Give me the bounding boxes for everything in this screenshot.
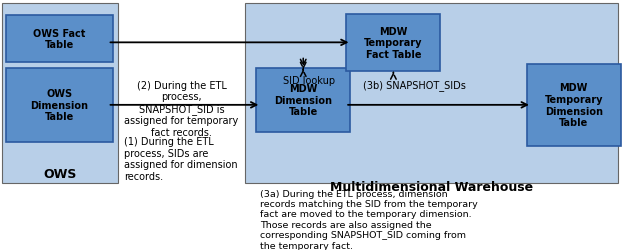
Text: (2) During the ETL
process,
SNAPSHOT_SID is
assigned for temporary
fact records.: (2) During the ETL process, SNAPSHOT_SID… bbox=[124, 80, 239, 138]
FancyBboxPatch shape bbox=[256, 69, 350, 132]
FancyBboxPatch shape bbox=[346, 14, 440, 72]
Text: OWS: OWS bbox=[43, 168, 77, 181]
Text: MDW
Temporary
Dimension
Table: MDW Temporary Dimension Table bbox=[544, 83, 603, 128]
Text: (3b) SNAPSHOT_SIDs: (3b) SNAPSHOT_SIDs bbox=[363, 79, 465, 90]
Text: MDW
Dimension
Table: MDW Dimension Table bbox=[274, 84, 332, 117]
Text: MDW
Temporary
Fact Table: MDW Temporary Fact Table bbox=[364, 27, 423, 60]
Text: (3a) During the ETL process, dimension
records matching the SID from the tempora: (3a) During the ETL process, dimension r… bbox=[260, 189, 478, 250]
FancyBboxPatch shape bbox=[245, 4, 618, 184]
FancyBboxPatch shape bbox=[6, 69, 113, 142]
Text: Multidimensional Warehouse: Multidimensional Warehouse bbox=[330, 180, 533, 193]
Text: OWS Fact
Table: OWS Fact Table bbox=[33, 28, 86, 50]
FancyBboxPatch shape bbox=[527, 65, 621, 146]
Text: OWS
Dimension
Table: OWS Dimension Table bbox=[30, 89, 88, 122]
Text: (1) During the ETL
process, SIDs are
assigned for dimension
records.: (1) During the ETL process, SIDs are ass… bbox=[124, 136, 238, 181]
FancyBboxPatch shape bbox=[6, 16, 113, 63]
Text: SID lookup: SID lookup bbox=[283, 75, 335, 85]
FancyBboxPatch shape bbox=[2, 4, 118, 184]
